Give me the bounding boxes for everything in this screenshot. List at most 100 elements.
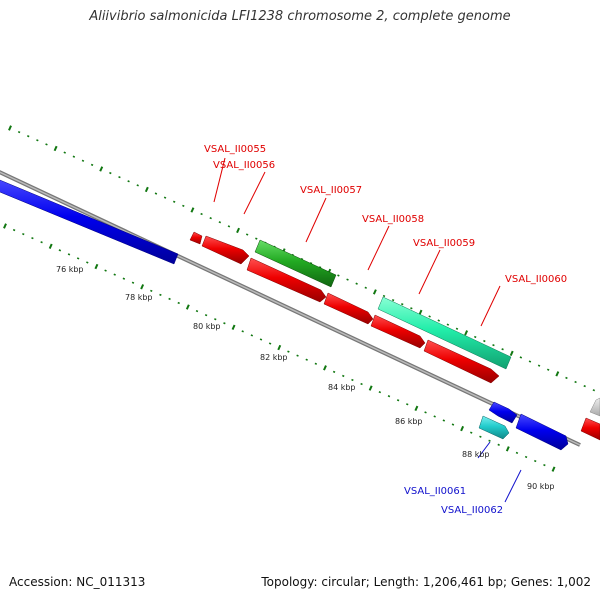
gene-label-leaders — [213, 157, 522, 503]
outer-tick — [182, 204, 185, 207]
scale-label: 84 kbp — [328, 383, 356, 392]
outer-tick — [355, 282, 358, 285]
inner-tick — [296, 354, 299, 357]
inner-tick — [231, 324, 236, 330]
inner-tick — [76, 257, 80, 260]
gene-vsal-ii0059-forward[interactable] — [377, 296, 512, 370]
outer-tick — [127, 180, 130, 183]
inner-tick — [122, 277, 126, 280]
outer-tick — [509, 350, 514, 357]
gene-label-vsal-ii0055: VSAL_II0055 — [204, 144, 266, 155]
outer-tick — [255, 237, 258, 240]
gene-vsal-ii0058-a[interactable] — [246, 257, 327, 303]
scale-label: 76 kbp — [56, 265, 84, 274]
genome-summary: Topology: circular; Length: 1,206,461 bp… — [261, 575, 591, 589]
outer-tick — [391, 298, 395, 302]
outer-tick — [346, 278, 349, 281]
outer-tick — [63, 151, 66, 154]
outer-tick — [45, 143, 48, 146]
outer-tick — [218, 221, 222, 224]
inner-tick — [12, 228, 16, 232]
inner-tick — [113, 273, 116, 276]
scale-label: 80 kbp — [193, 322, 221, 331]
outer-tick — [8, 125, 12, 131]
inner-tick — [488, 439, 491, 442]
gene-vsal-ii0061-cyan[interactable] — [478, 415, 510, 440]
outer-tick — [410, 307, 413, 310]
inner-tick — [40, 241, 43, 244]
inner-tick — [195, 309, 199, 313]
inner-tick — [424, 411, 427, 414]
outer-tick — [382, 294, 386, 298]
outer-tick — [464, 330, 469, 336]
outer-tick — [109, 171, 112, 175]
gene-label-vsal-ii0061: VSAL_II0061 — [404, 486, 466, 497]
outer-tick — [437, 319, 440, 322]
outer-tick — [144, 186, 149, 193]
gene-vsal-ii0056[interactable] — [201, 235, 250, 265]
gene-vsal-ii0061[interactable] — [488, 401, 518, 424]
outer-tick — [163, 196, 167, 199]
inner-tick — [58, 249, 62, 252]
inner-tick — [378, 391, 382, 394]
outer-tick — [81, 159, 85, 162]
inner-tick — [396, 399, 400, 402]
scale-label: 82 kbp — [260, 353, 288, 362]
outer-tick — [401, 303, 404, 306]
outer-tick — [583, 384, 586, 388]
inner-tick — [497, 443, 500, 446]
gene-red-small[interactable] — [189, 231, 203, 245]
inner-tick — [168, 297, 171, 301]
outer-tick — [565, 376, 568, 380]
gene-vsal-ii0060[interactable] — [423, 339, 500, 384]
inner-tick — [470, 431, 473, 434]
inner-tick — [332, 370, 336, 374]
outer-tick — [546, 368, 550, 371]
scale-label: 86 kbp — [395, 417, 423, 426]
gene-vsal-ii0062[interactable] — [515, 413, 569, 451]
inner-tick — [505, 446, 510, 452]
inner-tick — [314, 362, 318, 365]
gene-red-right[interactable] — [580, 417, 600, 441]
page-title: Aliivibrio salmonicida LFI1238 chromosom… — [89, 9, 511, 24]
inner-tick — [86, 261, 89, 264]
outer-tick — [154, 192, 158, 195]
gene-label-vsal-ii0060: VSAL_II0060 — [505, 274, 567, 285]
outer-tick — [492, 344, 495, 347]
outer-tick — [372, 289, 377, 295]
outer-tick — [245, 233, 249, 236]
gene-vsal-ii0057[interactable] — [254, 239, 337, 288]
gene-vsal-ii0059[interactable] — [370, 314, 426, 349]
outer-tick — [172, 200, 176, 203]
outer-tick — [555, 371, 560, 377]
gene-vsal-ii0058-b[interactable] — [323, 292, 374, 325]
inner-tick — [31, 237, 34, 240]
outer-tick — [190, 207, 195, 213]
inner-tick — [250, 334, 254, 337]
outer-tick — [209, 216, 212, 220]
inner-tick — [241, 330, 244, 333]
outer-tick — [501, 348, 504, 351]
inner-tick — [451, 423, 455, 426]
inner-tick — [104, 269, 107, 272]
inner-tick — [22, 232, 25, 236]
inner-tick — [323, 365, 327, 371]
gene-blue-left[interactable] — [0, 178, 179, 265]
gene-grey-right[interactable] — [589, 397, 600, 417]
outer-scale-ticks — [8, 125, 596, 392]
outer-tick — [27, 135, 30, 138]
inner-tick — [287, 350, 290, 353]
outer-tick — [418, 309, 423, 316]
gene-label-vsal-ii0058: VSAL_II0058 — [362, 214, 424, 225]
gene-features[interactable] — [0, 178, 600, 451]
inner-tick — [185, 304, 190, 310]
inner-tick — [342, 374, 345, 378]
inner-tick — [48, 243, 53, 249]
outer-tick — [200, 212, 203, 216]
inner-tick — [277, 344, 282, 351]
inner-tick — [268, 342, 272, 345]
gene-label-vsal-ii0059: VSAL_II0059 — [413, 238, 475, 249]
outer-tick — [446, 323, 450, 326]
outer-tick — [473, 335, 477, 339]
